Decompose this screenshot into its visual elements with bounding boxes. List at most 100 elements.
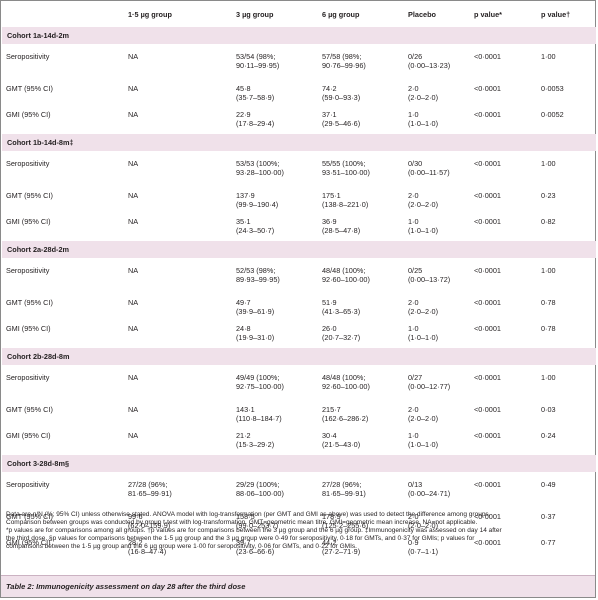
cell-line: (0·00–12·77)	[408, 382, 451, 391]
cohort-title: Cohort 2a-28d-2m	[2, 241, 596, 258]
row-label: GMI (95% CI)	[6, 110, 51, 119]
cell-p-value-3-vs-6: 1·00	[541, 52, 556, 61]
cell-line: 90·11–99·95)	[236, 61, 280, 70]
cell-p-value-3-vs-6: 0·24	[541, 431, 556, 440]
cell-line: (2·0–2·0)	[408, 307, 439, 316]
cell-p-value-3-vs-6: 0·23	[541, 191, 556, 200]
cell-line: 0/25	[408, 266, 423, 275]
row-label: GMT (95% CI)	[6, 405, 53, 414]
cell-line: (99·9–190·4)	[236, 200, 279, 209]
cell-line: 2·0	[408, 512, 419, 521]
cell-p-value-all: <0·0001	[474, 110, 501, 119]
cell-line: (21·5–43·0)	[322, 440, 361, 449]
cell-line: 51·9	[322, 298, 337, 307]
cell-6ug: 36·9 (28·5–47·8)	[318, 211, 404, 241]
cohort-header-row: Cohort 3-28d-8m§	[2, 455, 596, 472]
cell-3ug: 52/53 (98%; 89·93–99·95)	[232, 258, 318, 292]
header-cell-p-value-all: p value*	[474, 9, 502, 19]
cell-line: 52/53 (98%;	[236, 266, 276, 275]
cell-line: 89·93–99·95)	[236, 275, 280, 284]
cell-line: (59·0–93·3)	[322, 93, 361, 102]
cell-line: 93·51–100·00)	[322, 168, 370, 177]
cell-line: 29/29 (100%;	[236, 480, 280, 489]
cell-line: 215·7	[322, 405, 341, 414]
header-cell-placebo: Placebo	[408, 9, 436, 19]
cell-placebo: 1·0 (1·0–1·0)	[404, 318, 470, 348]
cell-placebo: 2·0 (2·0–2·0)	[404, 292, 470, 318]
cell-placebo: 0/27 (0·00–12·77)	[404, 365, 470, 399]
cell-line: (162·6–286·2)	[322, 414, 369, 423]
cell-line: 39·7	[236, 538, 251, 547]
cell-line: 44·2	[322, 538, 337, 547]
cell-line: 21·2	[236, 431, 251, 440]
cell-p-value-3-vs-6: 0·82	[541, 217, 556, 226]
cell-line: 99·6	[128, 512, 143, 521]
cohort-header-row: Cohort 2b-28d-8m	[2, 348, 596, 365]
cell-line: 143·1	[236, 405, 255, 414]
cell-p-value-all: <0·0001	[474, 324, 501, 333]
cell-line: 81·65–99·91)	[322, 489, 366, 498]
table-row: Seropositivity NA 53/53 (100%; 93·28–100·00…	[2, 151, 596, 185]
header-cell-p-value-3-vs-6: p value†	[541, 9, 571, 19]
cell-3ug: 39·7 (23·6–66·6)	[232, 532, 318, 561]
cell-line: (0·00–13·72)	[408, 275, 451, 284]
cell-line: 28·2	[128, 538, 143, 547]
cell-3ug: 158·5 (99·0–253·7)	[232, 506, 318, 532]
cell-1-5ug: NA	[124, 104, 232, 134]
cell-6ug: 74·2 (59·0–93·3)	[318, 78, 404, 104]
cell-6ug: 215·7 (162·6–286·2)	[318, 399, 404, 425]
cell-line: 22·9	[236, 110, 251, 119]
row-label: GMI (95% CI)	[6, 538, 51, 547]
table-row: GMT (95% CI) NA 45·8 (35·7–58·9) 74·2 (59·0–9…	[2, 78, 596, 104]
cell-line: (1·0–1·0)	[408, 119, 439, 128]
cell-p-value-all: <0·0001	[474, 431, 501, 440]
cell-line: (125·2–255·6)	[322, 521, 369, 530]
table-body: Cohort 1a-14d-2m Seropositivity NA 53/54 (9…	[2, 27, 596, 561]
cell-line: 90·76–99·96)	[322, 61, 366, 70]
cell-3ug: 49/49 (100%; 92·75–100·00)	[232, 365, 318, 399]
cell-6ug: 57/58 (98%; 90·76–99·96)	[318, 44, 404, 78]
cell-p-value-all: <0·0001	[474, 217, 501, 226]
cell-line: 0·9	[408, 538, 419, 547]
cell-line: 57/58 (98%;	[322, 52, 362, 61]
cell-line: (39·9–61·9)	[236, 307, 275, 316]
row-label: GMI (95% CI)	[6, 217, 51, 226]
footnotes: Data are n/N (%; 95% CI) unless otherwis…	[6, 511, 594, 551]
cell-1-5ug: NA	[124, 78, 232, 104]
cell-placebo: 2·0 (2·0–2·0)	[404, 78, 470, 104]
cell-line: (2·0–2·0)	[408, 521, 439, 530]
cell-1-5ug: NA	[124, 399, 232, 425]
cell-line: NA	[128, 431, 139, 440]
cell-line: 93·28–100·00)	[236, 168, 284, 177]
cell-line: 2·0	[408, 191, 419, 200]
cell-line: (62·0–159·9)	[128, 521, 171, 530]
cell-line: NA	[128, 84, 139, 93]
cell-3ug: 53/53 (100%; 93·28–100·00)	[232, 151, 318, 185]
cell-6ug: 51·9 (41·3–65·3)	[318, 292, 404, 318]
cell-line: (0·00–13·23)	[408, 61, 451, 70]
cell-p-value-3-vs-6: 0·37	[541, 512, 556, 521]
cell-p-value-3-vs-6: 0·77	[541, 538, 556, 547]
row-label: Seropositivity	[6, 480, 50, 489]
cell-1-5ug: NA	[124, 258, 232, 292]
cell-line: (0·00–11·57)	[408, 168, 450, 177]
table-row: Seropositivity NA 53/54 (98%; 90·11–99·95) 5…	[2, 44, 596, 78]
cell-1-5ug: NA	[124, 318, 232, 348]
footnote-line: *p values are for comparisons among all …	[6, 527, 502, 535]
table-row: Seropositivity NA 49/49 (100%; 92·75–100·00…	[2, 365, 596, 399]
table-row: GMI (95% CI) NA 35·1 (24·3–50·7) 36·9 (28·5–4…	[2, 211, 596, 241]
cell-line: 45·8	[236, 84, 251, 93]
cohort-title: Cohort 3-28d-8m§	[2, 455, 596, 472]
row-label: Seropositivity	[6, 159, 50, 168]
cell-line: (2·0–2·0)	[408, 200, 439, 209]
cell-6ug: 55/55 (100%; 93·51–100·00)	[318, 151, 404, 185]
cell-line: (2·0–2·0)	[408, 414, 439, 423]
table-row: GMI (95% CI) NA 24·8 (19·9–31·0) 26·0 (20·7–3…	[2, 318, 596, 348]
cell-line: (17·8–29·4)	[236, 119, 275, 128]
cell-line: (28·5–47·8)	[322, 226, 361, 235]
cell-line: (29·5–46·6)	[322, 119, 361, 128]
cell-line: 1·0	[408, 217, 419, 226]
cell-6ug: 48/48 (100%; 92·60–100·00)	[318, 258, 404, 292]
cell-6ug: 44·2 (27·2–71·9)	[318, 532, 404, 561]
